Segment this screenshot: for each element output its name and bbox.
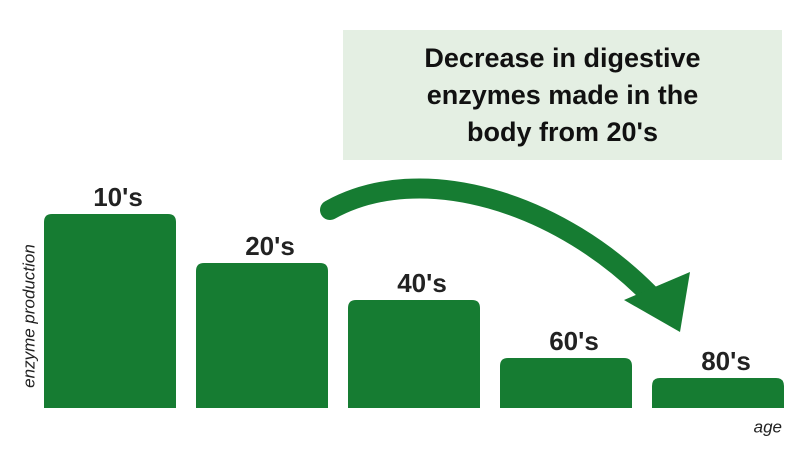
title-box: Decrease in digestive enzymes made in th… xyxy=(343,30,782,160)
category-label: 60's xyxy=(549,326,599,356)
chart-title: Decrease in digestive enzymes made in th… xyxy=(424,42,701,147)
bar xyxy=(500,358,632,408)
arrow xyxy=(320,178,690,332)
category-label: 80's xyxy=(701,346,751,376)
x-axis-label: age xyxy=(754,417,782,436)
category-label: 20's xyxy=(245,231,295,261)
bar xyxy=(652,378,784,408)
arrow-head xyxy=(624,272,690,332)
y-axis-label: enzyme production xyxy=(19,244,38,388)
arrow-shaft xyxy=(320,178,665,310)
bar xyxy=(348,300,480,408)
bar xyxy=(44,214,176,408)
category-label: 10's xyxy=(93,182,143,212)
bar xyxy=(196,263,328,408)
category-label: 40's xyxy=(397,268,447,298)
